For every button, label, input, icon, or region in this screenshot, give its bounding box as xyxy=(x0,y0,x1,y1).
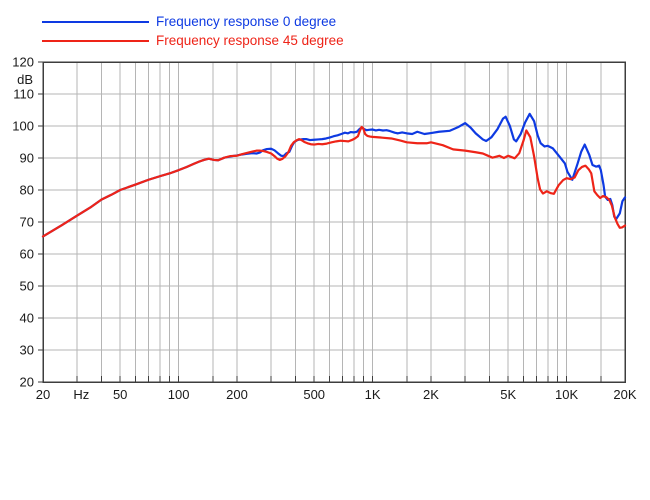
y-axis-unit-label: dB xyxy=(17,72,33,87)
y-tick-label: 70 xyxy=(20,215,34,230)
y-tick-label: 110 xyxy=(13,87,34,102)
x-tick-label: 20 xyxy=(36,387,50,402)
y-tick-label: 100 xyxy=(12,119,34,134)
y-tick-label: 60 xyxy=(20,247,34,262)
y-tick-label: 50 xyxy=(20,279,34,294)
y-tick-label: 90 xyxy=(20,151,34,166)
x-tick-label: 1K xyxy=(365,387,381,402)
legend-item-45deg: Frequency response 45 degree xyxy=(42,33,344,49)
legend-label-45deg: Frequency response 45 degree xyxy=(156,33,344,48)
y-tick-label: 20 xyxy=(20,375,34,390)
x-tick-label: 20K xyxy=(613,387,636,402)
y-tick-label: 80 xyxy=(20,183,34,198)
y-tick-label: 40 xyxy=(20,311,34,326)
y-tick-label: 120 xyxy=(12,55,34,70)
x-tick-label: 10K xyxy=(555,387,578,402)
legend-item-0deg: Frequency response 0 degree xyxy=(42,14,336,30)
legend-line-swatch-45deg xyxy=(42,40,149,42)
x-tick-label: 100 xyxy=(168,387,190,402)
legend-label-0deg: Frequency response 0 degree xyxy=(156,14,337,29)
x-tick-label: 2K xyxy=(423,387,439,402)
plot-border xyxy=(42,61,626,383)
legend-line-swatch-0deg xyxy=(42,21,149,23)
curve-45-degree xyxy=(41,125,627,238)
x-tick-label: 500 xyxy=(303,387,325,402)
x-tick-label: 200 xyxy=(226,387,248,402)
x-axis-unit-label: Hz xyxy=(73,387,89,402)
x-tick-label: 5K xyxy=(500,387,516,402)
y-tick-label: 30 xyxy=(20,343,34,358)
x-tick-label: 50 xyxy=(113,387,127,402)
